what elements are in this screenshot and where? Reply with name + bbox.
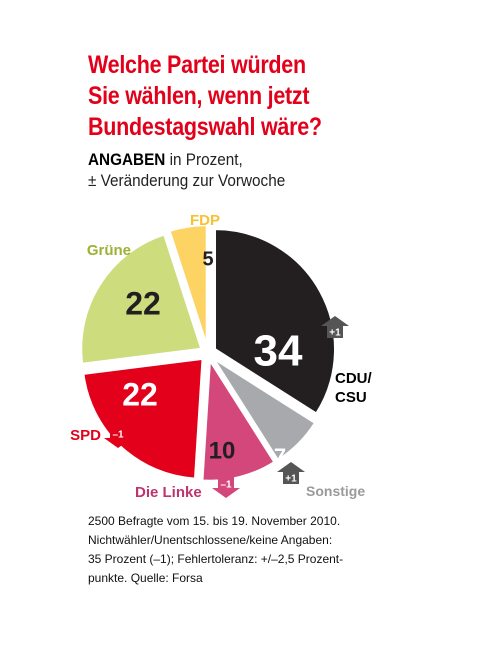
party-label-cdu-1: CDU/ [335,370,372,387]
party-label-spd: SPD [70,427,101,444]
chart-title-line-3: Bundestagswahl wäre? [88,113,322,141]
chart-title-line-2: Sie wählen, wenn jetzt [88,82,310,110]
change-arrow-sonstige [277,462,305,484]
footnote-line-4: punkte. Quelle: Forsa [88,571,203,585]
change-label-sonstige: +1 [285,474,297,485]
party-label-cdu-2: CSU [335,389,367,406]
footnote: 2500 Befragte vom 15. bis 19. November 2… [88,512,388,588]
pie-slice-linke [201,357,276,482]
change-arrow-cdu [321,316,349,338]
value-label-fdp: 5 [202,248,213,270]
value-label-linke: 10 [209,437,236,464]
pie-slice-cdu [214,228,336,415]
subtitle-line-1: ANGABEN in Prozent, [88,149,243,170]
value-label-spd: 22 [122,376,158,412]
pie-slice-fdp [168,224,208,346]
change-label-linke: –1 [220,480,232,491]
footnote-line-2: Nichtwähler/Unentschlossene/keine Angabe… [88,533,333,547]
chart-title-line-1: Welche Partei würden [88,51,306,79]
change-arrow-spd [104,426,132,448]
party-label-fdp: FDP [190,212,220,229]
change-label-spd: –1 [112,430,124,441]
pie-slice-sonstige [212,357,317,462]
footnote-line-3: 35 Prozent (–1); Fehlertoleranz: +/–2,5 … [88,552,344,566]
value-label-sonstige: 7 [274,444,286,469]
change-label-cdu: +1 [329,328,341,339]
footnote-line-1: 2500 Befragte vom 15. bis 19. November 2… [88,514,341,528]
party-label-linke: Die Linke [135,484,202,501]
value-label-gruene: 22 [125,285,161,321]
pie-slice-gruene [80,233,203,365]
change-arrow-linke [212,476,240,498]
party-label-sonstige: Sonstige [306,483,365,499]
subtitle-bold: ANGABEN [88,150,166,169]
party-label-gruene: Grüne [87,242,131,259]
subtitle-rest: in Prozent, [165,150,243,169]
subtitle-line-2: ± Veränderung zur Vorwoche [88,171,286,190]
value-label-cdu: 34 [254,327,303,376]
